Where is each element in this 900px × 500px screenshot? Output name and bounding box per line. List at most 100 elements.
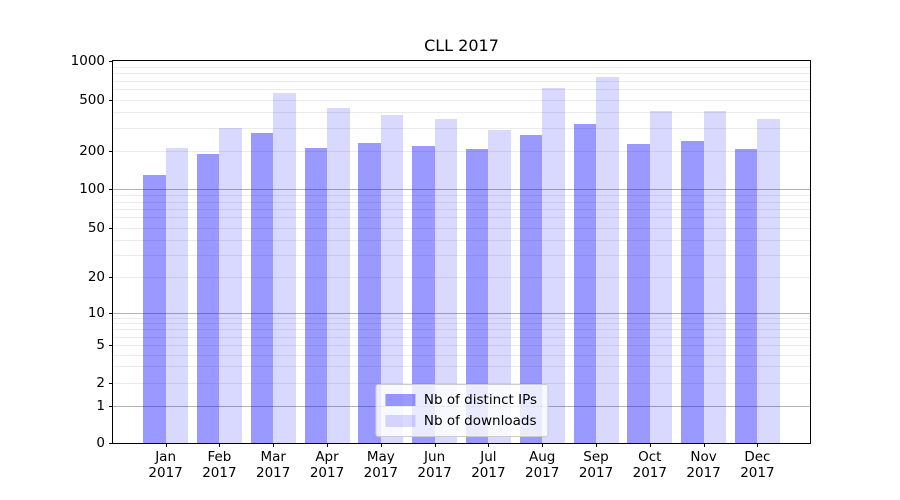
bar-distinct-ips-nov bbox=[681, 141, 704, 443]
minor-gridline bbox=[113, 329, 810, 331]
x-tick-year: 2017 bbox=[471, 464, 506, 481]
minor-gridline bbox=[113, 345, 810, 347]
x-tick-mark bbox=[488, 443, 490, 447]
y-tick-mark bbox=[109, 189, 113, 191]
x-tick-month: Apr bbox=[315, 449, 339, 465]
bar-distinct-ips-feb bbox=[196, 154, 220, 443]
x-tick-label: May 2017 bbox=[351, 449, 411, 481]
x-tick-month: Dec bbox=[744, 449, 771, 465]
legend: Nb of distinct IPs Nb of downloads bbox=[374, 384, 549, 437]
x-tick-mark bbox=[165, 443, 167, 447]
minor-gridline bbox=[113, 128, 810, 130]
x-tick-label: Dec 2017 bbox=[727, 449, 787, 481]
y-tick-mark bbox=[109, 227, 113, 229]
y-tick-label: 10 bbox=[87, 304, 105, 321]
x-tick-month: Sep bbox=[583, 449, 609, 465]
x-tick-label: Jan 2017 bbox=[136, 449, 196, 481]
x-tick-label: Sep 2017 bbox=[566, 449, 626, 481]
x-tick-month: Mar bbox=[260, 449, 286, 465]
x-tick-year: 2017 bbox=[256, 464, 291, 481]
x-tick-year: 2017 bbox=[632, 464, 667, 481]
minor-gridline bbox=[113, 66, 810, 68]
bar-downloads-mar bbox=[273, 92, 296, 443]
x-tick-month: Aug bbox=[529, 449, 556, 465]
x-tick-mark bbox=[434, 443, 436, 447]
minor-gridline bbox=[113, 366, 810, 368]
minor-gridline bbox=[113, 317, 810, 319]
minor-gridline bbox=[113, 336, 810, 338]
minor-gridline bbox=[113, 89, 810, 91]
bar-downloads-jul bbox=[488, 129, 511, 443]
legend-swatch-downloads bbox=[384, 415, 415, 427]
y-tick-label: 500 bbox=[79, 91, 105, 108]
x-tick-mark bbox=[542, 443, 544, 447]
y-tick-label: 0 bbox=[96, 435, 105, 451]
minor-gridline bbox=[113, 80, 810, 82]
x-tick-month: Jan bbox=[155, 449, 176, 465]
minor-gridline bbox=[113, 227, 810, 229]
minor-gridline bbox=[113, 201, 810, 203]
minor-gridline bbox=[113, 208, 810, 210]
x-tick-month: Jun bbox=[424, 449, 446, 465]
minor-gridline bbox=[113, 354, 810, 356]
x-tick-year: 2017 bbox=[309, 464, 345, 481]
bar-distinct-ips-sep bbox=[573, 123, 596, 443]
x-tick-mark bbox=[380, 443, 382, 447]
x-tick-label: Feb 2017 bbox=[189, 449, 249, 481]
y-tick-mark bbox=[109, 99, 113, 101]
y-tick-label: 1 bbox=[96, 398, 105, 415]
y-tick-mark bbox=[109, 61, 113, 62]
minor-gridline bbox=[113, 255, 810, 257]
x-tick-year: 2017 bbox=[578, 464, 614, 481]
legend-item-distinct-ips: Nb of distinct IPs bbox=[384, 392, 538, 408]
x-tick-mark bbox=[757, 443, 759, 447]
minor-gridline bbox=[113, 112, 810, 114]
bar-downloads-oct bbox=[649, 110, 673, 443]
minor-gridline bbox=[113, 195, 810, 197]
x-tick-year: 2017 bbox=[363, 464, 398, 481]
bar-distinct-ips-jun bbox=[412, 145, 435, 443]
bar-distinct-ips-dec bbox=[734, 148, 758, 443]
x-tick-label: Jul 2017 bbox=[458, 449, 518, 481]
x-tick-month: Oct bbox=[638, 449, 662, 465]
y-axis-tick-labels: 0 1 2 5 10 20 50 100 200 500 1000 bbox=[0, 54, 105, 450]
x-tick-month: May bbox=[366, 449, 395, 465]
minor-gridline bbox=[113, 239, 810, 241]
minor-gridline bbox=[113, 99, 810, 101]
bar-distinct-ips-may bbox=[358, 143, 381, 443]
x-tick-year: 2017 bbox=[202, 464, 237, 481]
bar-distinct-ips-mar bbox=[250, 133, 274, 443]
bar-distinct-ips-apr bbox=[304, 148, 327, 443]
legend-item-downloads: Nb of downloads bbox=[384, 413, 537, 429]
major-gridline bbox=[113, 312, 810, 314]
y-tick-label: 100 bbox=[79, 181, 105, 198]
y-tick-mark bbox=[109, 406, 113, 408]
x-tick-month: Nov bbox=[690, 449, 717, 465]
x-tick-month: Feb bbox=[207, 449, 232, 465]
bar-downloads-jun bbox=[434, 119, 458, 443]
major-gridline bbox=[113, 189, 810, 191]
bar-downloads-apr bbox=[327, 107, 350, 443]
minor-gridline bbox=[113, 150, 810, 152]
y-tick-mark bbox=[109, 312, 113, 314]
y-tick-mark bbox=[109, 150, 113, 152]
y-tick-label: 50 bbox=[87, 219, 105, 236]
bar-distinct-ips-jul bbox=[465, 148, 489, 443]
y-tick-mark bbox=[109, 277, 113, 279]
x-tick-label: Jun 2017 bbox=[405, 449, 465, 481]
chart-title: CLL 2017 bbox=[424, 36, 499, 55]
minor-gridline bbox=[113, 217, 810, 219]
x-tick-label: Apr 2017 bbox=[297, 449, 357, 481]
legend-label-downloads: Nb of downloads bbox=[423, 413, 537, 429]
x-tick-year: 2017 bbox=[686, 464, 721, 481]
bar-distinct-ips-jan bbox=[143, 174, 166, 443]
legend-label-distinct-ips: Nb of distinct IPs bbox=[423, 392, 538, 408]
bar-downloads-sep bbox=[596, 77, 619, 443]
x-tick-label: Oct 2017 bbox=[620, 449, 680, 481]
y-tick-label: 20 bbox=[87, 269, 105, 286]
x-tick-label: Aug 2017 bbox=[512, 449, 572, 481]
bar-downloads-aug bbox=[542, 88, 565, 443]
minor-gridline bbox=[113, 73, 810, 75]
y-tick-label: 5 bbox=[96, 337, 105, 354]
